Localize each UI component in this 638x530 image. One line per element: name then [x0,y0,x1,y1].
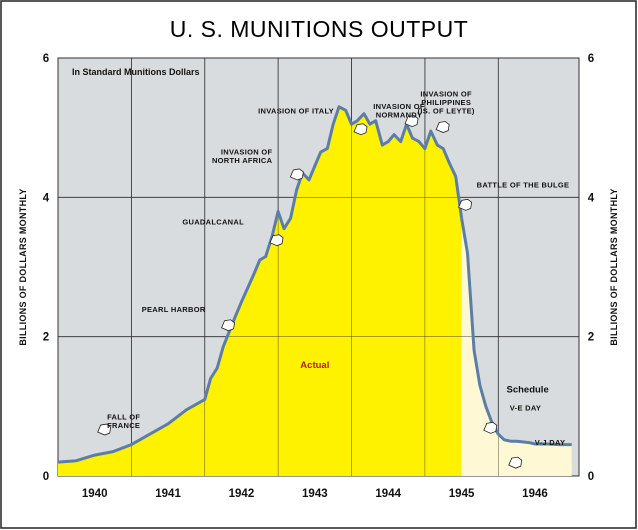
y-tick-label-left: 6 [43,53,49,65]
annotation-text: INVASION OF ITALY [258,107,334,116]
annotation-text: PHILIPPINES [421,98,471,107]
x-tick-label: 1946 [522,488,548,500]
hand-icon [221,319,236,332]
chart-title: U. S. MUNITIONS OUTPUT [170,16,469,42]
y-tick-label-left: 4 [43,192,50,204]
annotation-text: FRANCE [107,421,140,430]
y-tick-label-right: 6 [588,53,594,65]
y-tick-label-left: 0 [43,471,49,483]
hand-icon [435,121,450,133]
x-tick-label: 1942 [229,488,255,500]
annotation: V-E DAY [483,403,541,434]
hand-icon [353,123,368,136]
series-label-actual: Actual [300,360,329,371]
area-actual [58,106,462,477]
y-tick-labels-right: 0 2 4 6 [588,53,595,483]
hand-icon [289,168,304,181]
x-tick-label: 1943 [302,488,328,500]
hand-icon [508,456,523,469]
annotation-text: INVASION OF [420,90,472,99]
annotation: INVASION OF ITALY [258,107,368,136]
annotation-text: INVASION OF [373,102,425,111]
annotation-text: V-J DAY [535,438,566,447]
annotation-text: GUADALCANAL [182,218,244,227]
annotation-text: PEARL HARBOR [142,305,206,314]
annotation-text: (IS. OF LEYTE) [418,107,475,116]
x-tick-label: 1941 [155,488,181,500]
y-tick-label-right: 0 [588,471,594,483]
line-schedule [460,217,572,447]
x-tick-labels: 1940 1941 1942 1943 1944 1945 1946 [82,488,548,500]
hand-icon [458,198,473,211]
annotation-text: BATTLE OF THE BULGE [477,180,570,189]
annotation: GUADALCANAL [182,218,284,247]
y-axis-label-right: BILLIONS OF DOLLARS MONTHLY [609,188,619,345]
annotation-text: NORTH AFRICA [212,156,273,165]
hand-icon [97,423,112,436]
annotation-text: INVASION OF [221,147,273,156]
y-axis-label-left: BILLIONS OF DOLLARS MONTHLY [18,188,28,345]
annotation: BATTLE OF THE BULGE [458,180,570,211]
annotation-text: V-E DAY [510,403,541,412]
annotation-text: NORMANDY [376,111,423,120]
hand-icon [404,115,419,128]
y-tick-label-right: 2 [588,332,594,344]
series-outline [57,105,572,464]
y-tick-labels-left: 0 2 4 6 [43,53,50,483]
annotation: PEARL HARBOR [142,305,236,332]
series-label-schedule: Schedule [507,384,549,395]
annotation-text: FALL OF [107,413,140,422]
hand-icon [269,234,284,247]
y-tick-label-left: 2 [43,332,49,344]
chart-subtitle: In Standard Munitions Dollars [72,67,200,77]
line-actual [57,105,464,464]
x-tick-label: 1940 [82,488,108,500]
area-schedule [461,218,572,476]
annotation: V-J DAY [508,438,566,469]
series-areas [58,58,579,477]
x-tick-label: 1944 [375,488,401,500]
x-tick-label: 1945 [449,488,475,500]
hand-icon [483,421,498,434]
y-tick-label-right: 4 [588,192,595,204]
